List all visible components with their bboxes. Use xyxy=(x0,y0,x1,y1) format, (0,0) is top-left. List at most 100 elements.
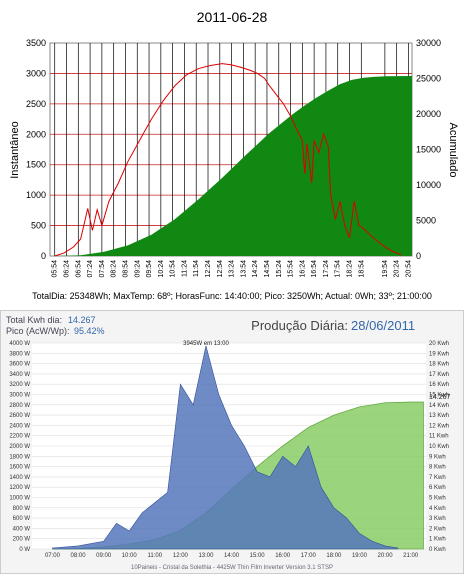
y-tick-label: 0 W xyxy=(19,547,30,553)
chart-2: Total Kwh dia: 14.267 Pico (AcW/Wp): 95.… xyxy=(0,310,464,574)
y2-tick-label: 7 Kwh xyxy=(429,475,446,481)
chart-1-ylabel: Instantâneo xyxy=(9,121,21,179)
x-tick-label: 07:54 xyxy=(99,260,106,278)
y2-tick-label: 3 Kwh xyxy=(429,516,446,522)
x-tick-label: 15:00 xyxy=(250,553,266,559)
y-tick-label: 2400 W xyxy=(9,423,30,429)
y-tick-label: 1600 W xyxy=(9,465,30,471)
chart-1-right-axis: 0 5000 10000 15000 20000 25000 30000 xyxy=(416,38,441,261)
chart-1-y2label: Acumulado xyxy=(447,122,459,177)
x-tick-label: 11:24 xyxy=(181,260,188,277)
y-tick-label: 2200 W xyxy=(9,434,30,440)
x-tick-label: 15:54 xyxy=(288,260,295,278)
x-tick-label: 16:00 xyxy=(275,553,291,559)
y2-tick-label: 20 Kwh xyxy=(429,341,449,347)
y2-tick-label: 14 Kwh xyxy=(429,403,449,409)
x-tick-label: 20:54 xyxy=(405,260,412,278)
x-tick-label: 13:24 xyxy=(229,260,236,278)
y-tick-label: 3600 W xyxy=(9,362,30,368)
y2-tick-label: 12 Kwh xyxy=(429,423,449,429)
y-tick-label: 3500 xyxy=(26,38,46,48)
x-tick-label: 13:00 xyxy=(198,553,214,559)
x-tick-label: 07:00 xyxy=(45,553,61,559)
x-tick-label: 06:54 xyxy=(75,260,82,278)
x-tick-label: 20:00 xyxy=(378,553,394,559)
y-tick-label: 1200 W xyxy=(9,485,30,491)
y-tick-label: 200 W xyxy=(13,537,31,543)
x-tick-label: 21:00 xyxy=(403,553,419,559)
x-tick-label: 10:24 xyxy=(158,260,165,278)
x-tick-label: 17:00 xyxy=(301,553,317,559)
chart-2-footer: 10Paineis - Cristal da Solethia - 4425W … xyxy=(131,565,333,571)
y-tick-label: 4000 W xyxy=(9,341,30,347)
x-tick-label: 06:24 xyxy=(64,260,71,278)
y2-tick-label: 4 Kwh xyxy=(429,506,446,512)
y2-tick-label: 15000 xyxy=(416,145,441,155)
x-tick-label: 19:00 xyxy=(352,553,368,559)
x-tick-label: 08:00 xyxy=(71,553,87,559)
x-tick-label: 20:24 xyxy=(394,260,401,278)
y-tick-label: 400 W xyxy=(13,526,31,532)
y-tick-label: 2800 W xyxy=(9,403,30,409)
x-tick-label: 16:54 xyxy=(311,260,318,278)
y-tick-label: 1000 W xyxy=(9,496,30,502)
chart-2-title-date: 28/06/2011 xyxy=(351,318,415,333)
y-tick-label: 1000 xyxy=(26,190,46,200)
chart-1-accumulated-area xyxy=(57,76,412,256)
y-tick-label: 1400 W xyxy=(9,475,30,481)
y2-tick-label: 25000 xyxy=(416,74,441,84)
x-tick-label: 14:54 xyxy=(264,260,271,278)
chart-2-total-value: 14.267 xyxy=(68,315,96,325)
chart-1-title: 2011-06-28 xyxy=(197,9,268,25)
y-tick-label: 2000 xyxy=(26,129,46,139)
y2-tick-label: 19 Kwh xyxy=(429,351,449,357)
y2-tick-label: 18 Kwh xyxy=(429,362,449,368)
y-tick-label: 800 W xyxy=(13,506,31,512)
x-tick-label: 09:54 xyxy=(146,260,153,278)
chart-1-footer: TotalDia: 25348Wh; MaxTemp: 68º; HorasFu… xyxy=(32,291,432,300)
y-tick-label: 2500 xyxy=(26,99,46,109)
y2-tick-label: 11 Kwh xyxy=(429,434,449,440)
x-tick-label: 14:24 xyxy=(252,260,259,278)
x-tick-label: 18:54 xyxy=(358,260,365,278)
y-tick-label: 3000 W xyxy=(9,393,30,399)
chart-2-right-axis: 0 Kwh 1 Kwh 2 Kwh 3 Kwh 4 Kwh 5 Kwh 6 Kwh 7 Kwh… xyxy=(429,341,449,553)
y2-tick-label: 5000 xyxy=(416,216,436,226)
y-tick-label: 3200 W xyxy=(9,382,30,388)
chart-2-peak-label: Pico (AcW/Wp): xyxy=(6,326,70,336)
y2-tick-label: 6 Kwh xyxy=(429,485,446,491)
x-tick-label: 12:00 xyxy=(173,553,189,559)
y2-tick-label: 10000 xyxy=(416,180,441,190)
x-tick-label: 18:00 xyxy=(326,553,342,559)
chart-1-left-axis: 0 500 1000 1500 2000 2500 3000 3500 xyxy=(26,38,46,261)
chart-2-total-label: Total Kwh dia: xyxy=(6,315,62,325)
chart-2-left-axis: 0 W 200 W 400 W 600 W 800 W 1000 W 1200 W 1400 … xyxy=(9,341,30,553)
x-tick-label: 05:54 xyxy=(52,260,59,278)
x-tick-label: 17:24 xyxy=(323,260,330,278)
y-tick-label: 1500 xyxy=(26,160,46,170)
chart-2-title-label: Produção Diária: xyxy=(251,318,348,333)
y2-tick-label: 5 Kwh xyxy=(429,496,446,502)
x-tick-label: 11:00 xyxy=(148,553,163,559)
x-tick-label: 09:00 xyxy=(96,553,112,559)
y-tick-label: 3800 W xyxy=(9,351,30,357)
y2-tick-label: 1 Kwh xyxy=(429,537,446,543)
y-tick-label: 3400 W xyxy=(9,372,30,378)
y2-tick-label: 2 Kwh xyxy=(429,526,446,532)
y2-tick-label: 16 Kwh xyxy=(429,382,449,388)
chart-2-end-label: 14.267 xyxy=(429,394,451,401)
y2-tick-label: 9 Kwh xyxy=(429,454,446,460)
instant-line xyxy=(54,63,402,257)
x-tick-label: 14:00 xyxy=(224,553,240,559)
x-tick-label: 13:54 xyxy=(240,260,247,278)
y2-tick-label: 0 Kwh xyxy=(429,547,446,553)
y2-tick-label: 8 Kwh xyxy=(429,465,446,471)
power-area xyxy=(52,345,399,550)
y2-tick-label: 30000 xyxy=(416,38,441,48)
x-tick-label: 18:24 xyxy=(347,260,354,278)
y2-tick-label: 13 Kwh xyxy=(429,413,449,419)
chart-2-power-area xyxy=(52,345,399,550)
accumulated-area xyxy=(57,76,412,256)
x-tick-label: 10:54 xyxy=(170,260,177,278)
